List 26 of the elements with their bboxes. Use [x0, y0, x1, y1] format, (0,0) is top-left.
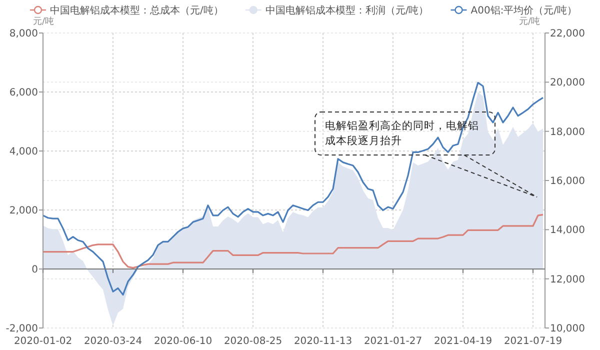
legend-label: 中国电解铝成本模型：总成本（元/吨）	[50, 4, 224, 16]
y-tick-label: 2,000	[9, 206, 38, 216]
y-tick-label: -2,000	[6, 324, 38, 334]
y-tick-label: 4,000	[9, 146, 38, 158]
y2-tick-label: 16,000	[550, 176, 585, 187]
x-tick-label: 2020-06-10	[154, 336, 212, 347]
x-tick-label: 2020-11-13	[294, 336, 352, 347]
x-tick-label: 2021-07-19	[504, 336, 562, 347]
y-tick-label: 6,000	[9, 88, 38, 98]
y-tick-label: 8,000	[9, 28, 38, 40]
legend-label: 中国电解铝成本模型：利润（元/吨）	[265, 4, 429, 16]
y2-tick-label: 18,000	[550, 126, 585, 138]
x-tick-label: 2020-03-24	[84, 336, 142, 347]
x-tick-label: 2020-08-25	[224, 336, 282, 347]
y2-tick-label: 20,000	[550, 78, 585, 89]
y2-tick-label: 14,000	[550, 225, 585, 236]
x-tick-label: 2020-01-02	[14, 336, 72, 347]
x-tick-label: 2021-04-19	[434, 336, 492, 347]
y2-tick-label: 22,000	[550, 28, 585, 40]
y-tick-label: 0	[32, 264, 38, 276]
x-tick-label: 2021-01-27	[364, 336, 422, 347]
y2-axis-title: 元/吨	[518, 16, 540, 27]
y-axis-title: 元/吨	[33, 16, 54, 27]
y2-tick-label: 10,000	[550, 324, 585, 334]
legend-label: A00铝:平均价（元/吨）	[470, 4, 578, 16]
y2-tick-label: 12,000	[550, 274, 585, 286]
